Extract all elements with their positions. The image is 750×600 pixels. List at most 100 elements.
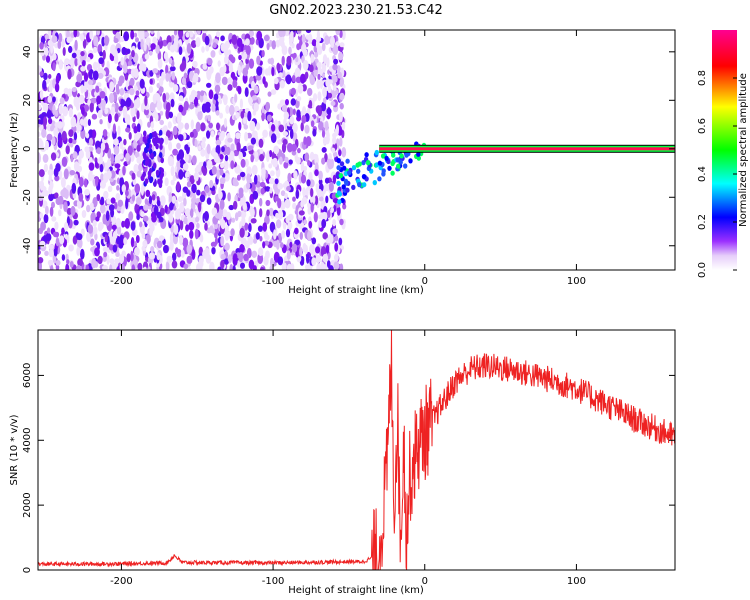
colorbar-tick-label: 0.2 <box>697 214 708 230</box>
noise-cell <box>155 44 160 54</box>
noise-cell <box>283 111 289 120</box>
noise-cell <box>238 187 244 196</box>
noise-cell <box>266 151 270 162</box>
transition-cell <box>403 163 408 169</box>
noise-cell <box>215 144 221 155</box>
noise-cell <box>102 129 108 137</box>
noise-cell <box>308 171 313 182</box>
noise-cell <box>197 260 204 268</box>
noise-cell <box>259 154 265 162</box>
noise-cell <box>339 137 343 147</box>
noise-cell <box>188 221 195 231</box>
noise-cell <box>274 195 280 202</box>
noise-cell <box>208 89 214 100</box>
noise-cell <box>278 30 284 38</box>
noise-cell <box>194 228 199 240</box>
noise-cell <box>251 164 258 176</box>
transition-cell <box>398 159 403 165</box>
noise-cell <box>218 187 222 196</box>
noise-cell <box>185 170 190 178</box>
noise-cell <box>149 70 154 77</box>
noise-cell <box>133 125 138 134</box>
noise-cell <box>271 124 276 132</box>
noise-cell <box>55 163 61 172</box>
noise-cell <box>57 40 62 49</box>
noise-cell <box>234 194 238 201</box>
noise-cell <box>272 157 278 168</box>
noise-cell <box>148 222 155 229</box>
noise-cell <box>233 181 239 187</box>
noise-cell <box>334 128 339 136</box>
noise-cell <box>139 57 143 68</box>
noise-cell <box>61 254 66 261</box>
noise-cell <box>268 163 273 169</box>
transition-cell <box>408 158 413 164</box>
noise-cell <box>276 132 281 139</box>
noise-cell <box>170 179 175 186</box>
noise-cell <box>48 74 52 79</box>
noise-cell <box>47 227 51 234</box>
x-tick-label: -100 <box>262 276 285 287</box>
noise-cell <box>184 122 190 130</box>
noise-cell <box>122 165 126 176</box>
transition-cell <box>377 160 383 166</box>
transition-cell <box>345 158 350 164</box>
noise-cell <box>74 58 78 67</box>
noise-cell <box>223 64 227 74</box>
y-tick-label: 6000 <box>22 363 33 388</box>
noise-cell <box>295 56 299 63</box>
noise-cell <box>141 63 147 72</box>
colorbar: 0.0 0.2 0.4 0.6 0.8 Normalized spectral ampl… <box>697 30 749 278</box>
noise-cell <box>268 177 275 185</box>
noise-cell <box>338 237 343 246</box>
noise-cell <box>194 167 199 173</box>
noise-cell <box>222 94 228 103</box>
noise-cell <box>186 43 192 54</box>
noise-cell <box>309 64 314 73</box>
noise-cell <box>86 204 91 213</box>
noise-cell <box>127 145 133 156</box>
noise-cell <box>261 167 266 177</box>
noise-cell <box>47 169 54 176</box>
noise-cell <box>201 165 205 173</box>
transition-cell <box>372 180 377 186</box>
noise-cell <box>43 72 48 81</box>
noise-cell <box>232 255 238 266</box>
noise-cell <box>332 44 339 56</box>
noise-cell <box>201 140 206 149</box>
noise-cell <box>268 207 274 217</box>
noise-cell <box>287 213 294 221</box>
noise-cell <box>220 235 225 247</box>
noise-cell <box>114 102 119 113</box>
noise-cell <box>236 142 241 152</box>
noise-cell <box>42 79 47 90</box>
noise-cell <box>290 98 296 106</box>
noise-cell <box>102 49 106 60</box>
noise-cell <box>289 36 294 43</box>
noise-cell <box>206 197 212 205</box>
noise-cell <box>289 241 293 248</box>
noise-cell <box>238 151 243 160</box>
noise-cell <box>236 174 241 181</box>
noise-cell <box>64 233 69 240</box>
noise-cell <box>50 125 54 132</box>
noise-cell <box>188 103 195 110</box>
noise-cell <box>265 199 271 207</box>
noise-cell <box>206 143 211 155</box>
noise-cell <box>70 153 74 163</box>
noise-cell <box>90 97 97 104</box>
noise-cell <box>149 176 154 183</box>
noise-cell <box>106 170 112 179</box>
noise-cell <box>231 217 236 223</box>
noise-cell <box>111 224 117 231</box>
noise-cell <box>78 94 85 105</box>
y-tick-label: 0 <box>22 146 33 152</box>
noise-cell <box>138 163 143 172</box>
noise-cell <box>275 39 281 48</box>
noise-cell <box>281 142 287 153</box>
noise-cell <box>178 30 184 39</box>
noise-cell <box>78 155 82 165</box>
noise-cell <box>332 218 336 227</box>
noise-cell <box>324 177 330 184</box>
noise-cell <box>276 62 281 72</box>
